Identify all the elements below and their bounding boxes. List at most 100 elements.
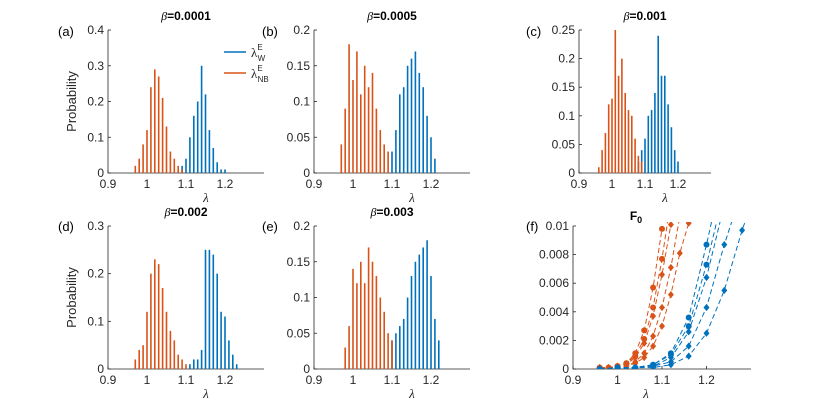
bar [142,144,144,173]
point [703,261,710,268]
y-tick-label: 0.006 [539,276,569,290]
bar [185,364,187,369]
bar [660,75,663,173]
y-tick-label: 0.2 [293,23,310,37]
point [641,349,648,357]
bar [212,254,215,369]
y-tick-label: 0 [303,166,310,180]
x-axis-label: λ [408,386,415,401]
point [685,323,692,330]
bar [391,151,393,173]
legend-item-nb: λE NB [224,64,269,84]
series-nb [344,247,393,369]
x-tick-label: 1 [144,177,151,191]
point [632,353,639,360]
y-tick-label: 0.1 [87,130,104,144]
point [667,291,674,299]
point [659,255,665,262]
panel-b: 0.9 1 1.1 1.2 0 0.05 0.1 0.15 0.2 λ (b) β=0.0005 [262,9,470,205]
bar [344,347,346,369]
bar [348,44,350,173]
x-tick-label: 1.1 [178,373,195,387]
point [667,361,674,369]
point [667,263,674,272]
point [650,312,657,320]
bar [438,340,440,369]
y-tick-label: 0.2 [87,95,104,109]
bar [224,316,226,369]
x-axis-label: λ [661,190,668,205]
bar [220,311,222,369]
bar [402,318,405,369]
plot-area [340,44,436,173]
bar [142,345,144,369]
bar [677,161,679,173]
bar [212,147,215,173]
point [739,226,746,234]
plot-area [134,249,238,369]
x-tick-label: 1.2 [698,373,715,387]
bar [363,65,366,173]
bar [426,115,428,173]
y-tick-label: 0 [303,362,310,376]
bar [173,340,176,369]
bar [607,104,610,173]
point [667,351,674,358]
bar [367,87,370,173]
y-tick-label: 0.3 [87,59,104,73]
line [599,222,680,369]
bar [410,276,413,369]
legend-item-w: λE W [224,43,266,63]
point [659,322,665,330]
y-tick-label: 0.002 [539,333,569,347]
panel-f: 0.9 1 1.1 1.2 0 0.002 0.004 0.006 0.008 0.01 λ (f) F… [526,201,751,401]
bar [165,311,168,369]
bar [406,65,409,173]
bar [235,364,238,369]
panel-title: β=0.0005 [366,9,417,23]
point [721,201,727,208]
point [659,271,665,279]
bar [344,108,346,173]
y-tick-label: 0.2 [293,219,310,233]
panel-c: 0.9 1 1.1 1.2 0 0.05 0.1 0.15 0.2 0.25 λ (c) β=0.001 [526,9,711,205]
point [685,314,692,321]
panel-label: (d) [58,219,74,234]
legend-label: λE NB [251,64,269,84]
y-tick-label: 0.01 [546,219,570,233]
bar [601,150,603,173]
bar [426,240,428,369]
series-w [181,65,226,173]
bar [371,261,374,369]
y-tick-label: 0.25 [552,23,576,37]
bar [348,326,350,369]
y-tick-label: 0.1 [293,291,310,305]
legend-label: λE W [251,43,266,63]
bar [418,72,421,173]
bar [161,97,164,173]
point [703,273,710,282]
bar [667,104,669,173]
plot-area [598,30,679,173]
y-tick-label: 0.4 [87,23,104,37]
line [599,224,672,369]
bar [657,35,659,173]
bar [356,283,358,369]
point [641,353,648,362]
panel-label: (f) [526,219,538,234]
y-tick-label: 0.1 [558,109,575,123]
x-tick-label: 1.1 [178,177,195,191]
bar [383,311,385,369]
bar [406,297,409,369]
bar [134,359,137,369]
bar [165,126,168,173]
bar [664,75,666,173]
bar [395,130,397,173]
series-line [596,222,746,369]
bar [352,80,354,173]
y-tick-label: 0.1 [293,95,310,109]
series-nb [340,44,389,173]
x-tick-label: 1.2 [670,177,687,191]
bar [161,287,164,369]
bar [169,151,172,173]
